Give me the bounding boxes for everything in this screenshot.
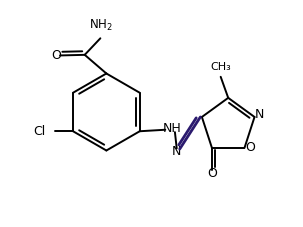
Text: O: O <box>207 167 217 180</box>
Text: CH₃: CH₃ <box>210 62 231 72</box>
Text: Cl: Cl <box>33 125 45 138</box>
Text: NH: NH <box>162 122 181 135</box>
Text: N: N <box>255 108 264 121</box>
Text: N: N <box>171 145 181 158</box>
Text: O: O <box>52 49 62 62</box>
Text: NH$_2$: NH$_2$ <box>89 18 113 33</box>
Text: O: O <box>245 141 255 154</box>
